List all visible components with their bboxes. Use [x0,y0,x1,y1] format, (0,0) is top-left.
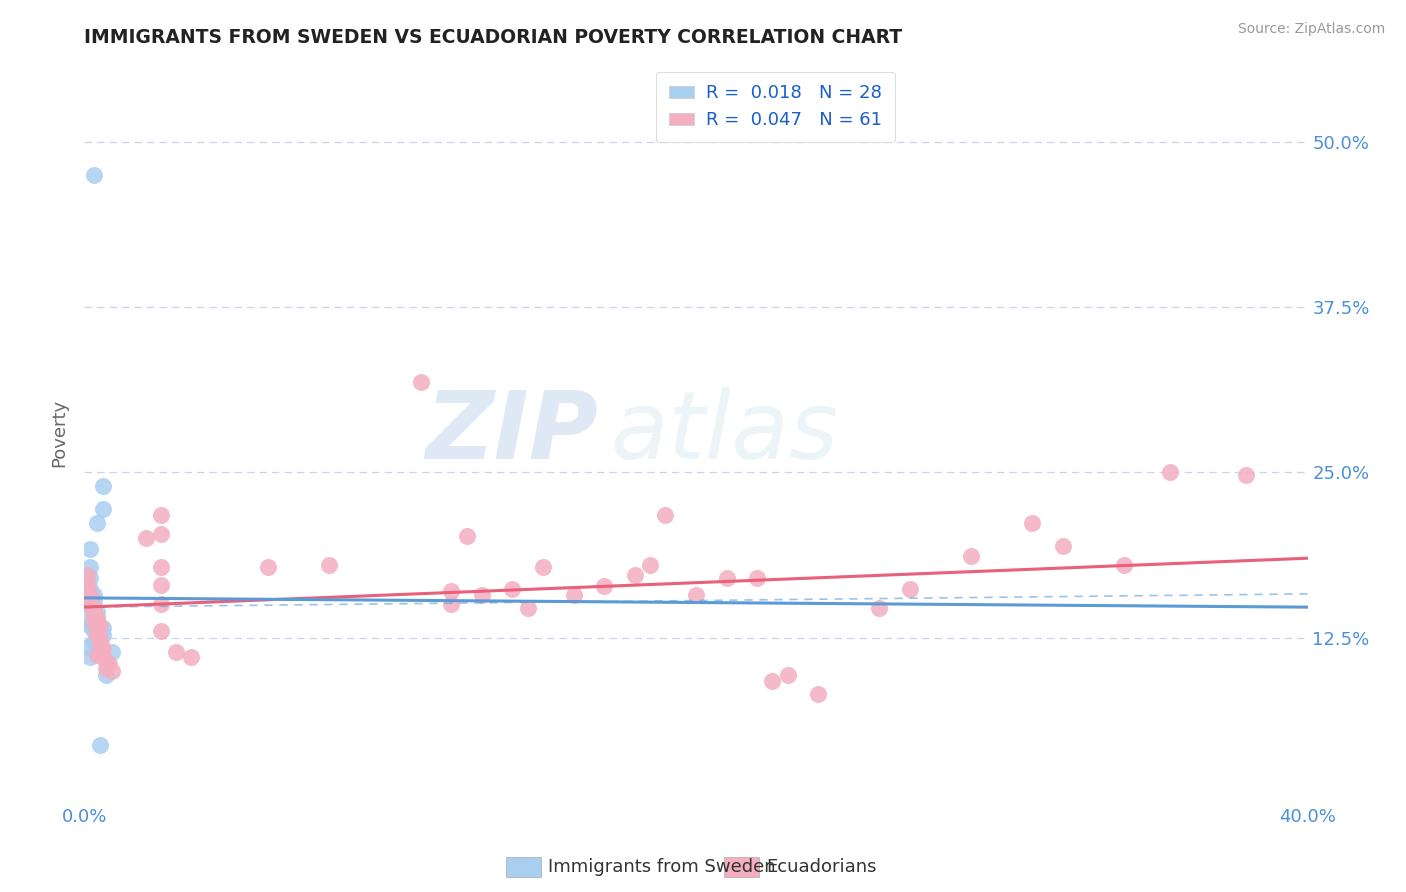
Point [94,667,117,681]
Point [76,587,98,601]
Point [516,601,538,615]
Point [89,632,111,646]
Point [79,571,101,585]
Point [79,650,101,665]
Point [960,549,983,563]
Point [83,608,105,623]
Point [79,592,101,607]
Point [86,624,108,638]
Point [869,601,891,615]
Point [149,560,172,574]
Point [165,645,187,659]
Point [531,560,554,574]
Text: ZIP: ZIP [425,386,598,479]
Point [86,606,108,620]
Point [502,582,524,596]
Point [1236,467,1258,482]
Point [716,571,738,585]
Point [638,558,661,572]
Point [257,560,280,574]
Text: Immigrants from Sweden: Immigrants from Sweden [548,858,776,876]
Point [593,579,616,593]
Point [471,588,494,602]
Point [86,632,108,646]
Point [83,634,105,648]
Point [89,637,111,651]
Point [76,640,98,654]
Point [79,601,101,615]
Point [776,667,799,681]
Point [91,650,114,665]
Point [456,529,478,543]
Point [440,598,463,612]
Point [97,657,120,671]
Point [149,624,172,638]
Point [76,568,98,582]
Point [86,628,108,642]
Point [79,618,101,632]
Point [101,664,124,678]
Point [79,587,101,601]
Point [1114,558,1136,572]
Point [149,508,172,522]
Point [91,621,114,635]
Point [91,628,114,642]
Point [761,674,783,689]
Point [135,532,157,546]
Text: Source: ZipAtlas.com: Source: ZipAtlas.com [1237,22,1385,37]
Point [86,648,108,662]
Point [89,618,111,632]
Point [86,610,108,624]
Point [83,168,105,182]
Point [180,650,202,665]
Point [898,582,921,596]
Point [1159,465,1181,479]
Point [83,608,105,623]
Point [654,508,676,522]
Point [149,577,172,591]
Point [86,610,108,624]
Y-axis label: Poverty: Poverty [51,399,69,467]
Point [318,558,340,572]
Point [440,584,463,599]
Text: IMMIGRANTS FROM SWEDEN VS ECUADORIAN POVERTY CORRELATION CHART: IMMIGRANTS FROM SWEDEN VS ECUADORIAN POV… [84,28,903,47]
Point [91,502,114,516]
Point [94,654,117,668]
Point [83,615,105,629]
Point [79,560,101,574]
Point [79,541,101,556]
Text: Ecuadorians: Ecuadorians [766,858,877,876]
Point [101,645,124,659]
Point [94,661,117,675]
Point [83,601,105,615]
Point [83,593,105,607]
Point [1052,539,1074,553]
Point [91,641,114,656]
Point [83,606,105,620]
Point [83,624,105,638]
Point [624,568,647,582]
Legend: R =  0.018   N = 28, R =  0.047   N = 61: R = 0.018 N = 28, R = 0.047 N = 61 [655,71,896,142]
Point [79,598,101,612]
Point [807,687,830,701]
Point [1021,516,1043,530]
Text: atlas: atlas [610,387,838,478]
Point [86,516,108,530]
Point [76,574,98,589]
Point [79,582,101,596]
Point [562,588,585,602]
Point [409,376,432,390]
Point [149,527,172,541]
Point [89,738,111,752]
Point [91,478,114,492]
Point [149,598,172,612]
Point [76,598,98,612]
Point [76,582,98,596]
Point [747,571,769,585]
Point [685,588,707,602]
Point [76,615,98,629]
Point [83,588,105,602]
